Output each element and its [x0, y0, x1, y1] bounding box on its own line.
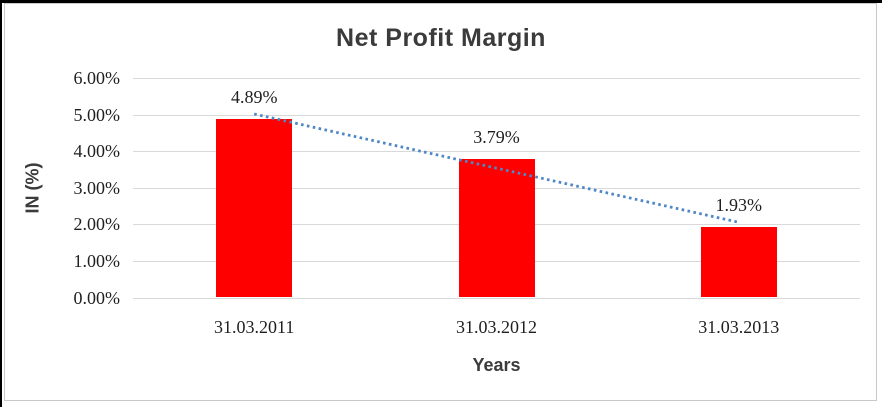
bar-data-label: 1.93%: [715, 194, 763, 215]
x-axis-tick-label: 31.03.2013: [698, 317, 780, 337]
x-axis-tick-label: 31.03.2012: [456, 317, 537, 337]
bar: [458, 158, 535, 298]
screenshot-left-border: [0, 0, 2, 407]
y-axis-title: IN (%): [22, 162, 43, 214]
x-axis-tick-label: 31.03.2011: [214, 317, 295, 337]
gridline: [133, 114, 860, 116]
y-axis-tick-label: 6.00%: [73, 68, 121, 88]
bar: [216, 118, 293, 298]
bar: [700, 226, 777, 298]
x-axis-title: Years: [472, 355, 521, 375]
y-axis-tick-label: 5.00%: [73, 104, 121, 125]
bar-data-label: 4.89%: [230, 86, 278, 107]
screenshot-top-border: [0, 0, 882, 3]
gridline: [133, 78, 860, 79]
gridline: [133, 297, 860, 299]
bar-data-label: 3.79%: [473, 126, 520, 147]
y-axis-tick-label: 1.00%: [73, 250, 121, 271]
y-axis-tick-label: 0.00%: [73, 287, 121, 308]
chart-title: Net Profit Margin: [336, 24, 546, 52]
y-axis-tick-label: 3.00%: [73, 177, 121, 198]
y-axis-tick-label: 4.00%: [73, 141, 121, 162]
y-axis-tick-label: 2.00%: [73, 214, 121, 235]
